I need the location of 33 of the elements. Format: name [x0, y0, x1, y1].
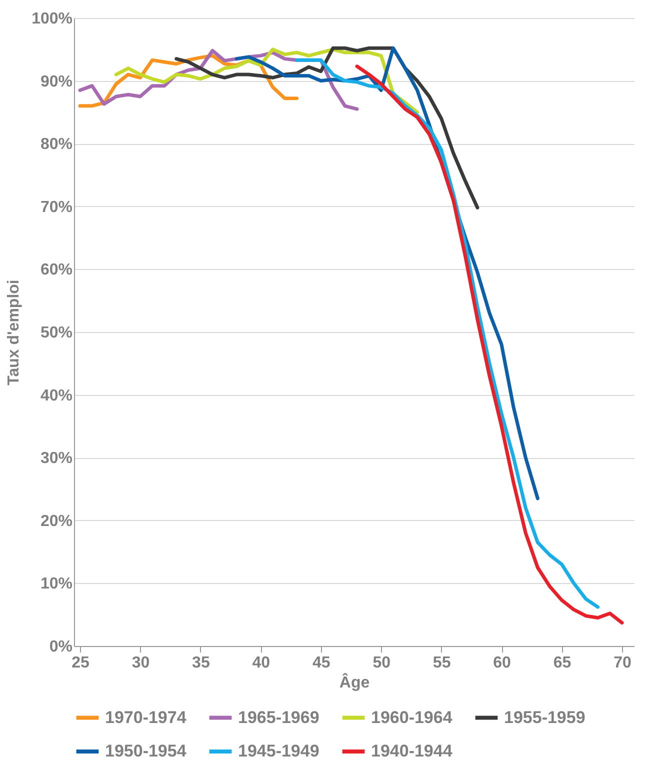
line-series — [355, 64, 624, 625]
legend-label: 1950-1954 — [105, 742, 187, 760]
x-axis-title: Âge — [339, 672, 370, 692]
y-tick-label: 0% — [49, 638, 72, 656]
y-tick-label: 60% — [40, 262, 72, 279]
legend-label: 1970-1974 — [105, 708, 187, 727]
y-tick-label: 50% — [40, 324, 72, 342]
line-series — [114, 48, 419, 114]
legend-label: 1960-1964 — [371, 708, 453, 727]
x-tick-label: 30 — [132, 654, 150, 672]
y-tick-label: 70% — [40, 198, 72, 216]
legend-label: 1955-1959 — [504, 708, 586, 727]
x-tick-label: 55 — [432, 654, 451, 672]
x-tick-label: 70 — [614, 654, 632, 672]
x-tick-label: 45 — [312, 654, 330, 672]
y-tick-label: 90% — [40, 73, 72, 90]
x-tick-label: 35 — [192, 654, 210, 672]
y-tick-label: 30% — [40, 450, 72, 468]
x-tick-label: 25 — [72, 654, 90, 672]
legend-label: 1945-1949 — [238, 742, 320, 760]
line-series — [295, 58, 600, 609]
y-tick-label: 20% — [40, 512, 72, 530]
x-tick-label: 60 — [493, 654, 512, 672]
y-tick-label: 100% — [32, 10, 72, 28]
y-tick-label: 80% — [40, 136, 72, 154]
y-tick-label: 10% — [40, 576, 72, 593]
x-tick-label: 65 — [553, 654, 572, 672]
x-tick-label: 50 — [372, 654, 391, 672]
legend-label: 1940-1944 — [371, 742, 453, 760]
y-axis-title: Taux d'emploi — [6, 280, 23, 386]
legend-label: 1965-1969 — [238, 708, 320, 727]
y-tick-label: 40% — [40, 387, 72, 404]
x-tick-label: 40 — [252, 654, 270, 672]
